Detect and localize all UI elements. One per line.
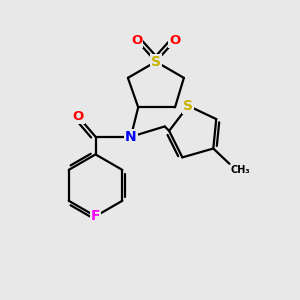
Text: N: N	[125, 130, 137, 144]
Text: CH₃: CH₃	[231, 165, 250, 175]
Text: S: S	[151, 55, 161, 69]
Text: S: S	[183, 99, 193, 113]
Text: O: O	[131, 34, 142, 47]
Text: O: O	[169, 34, 181, 47]
Text: F: F	[91, 209, 100, 223]
Text: O: O	[72, 110, 83, 123]
